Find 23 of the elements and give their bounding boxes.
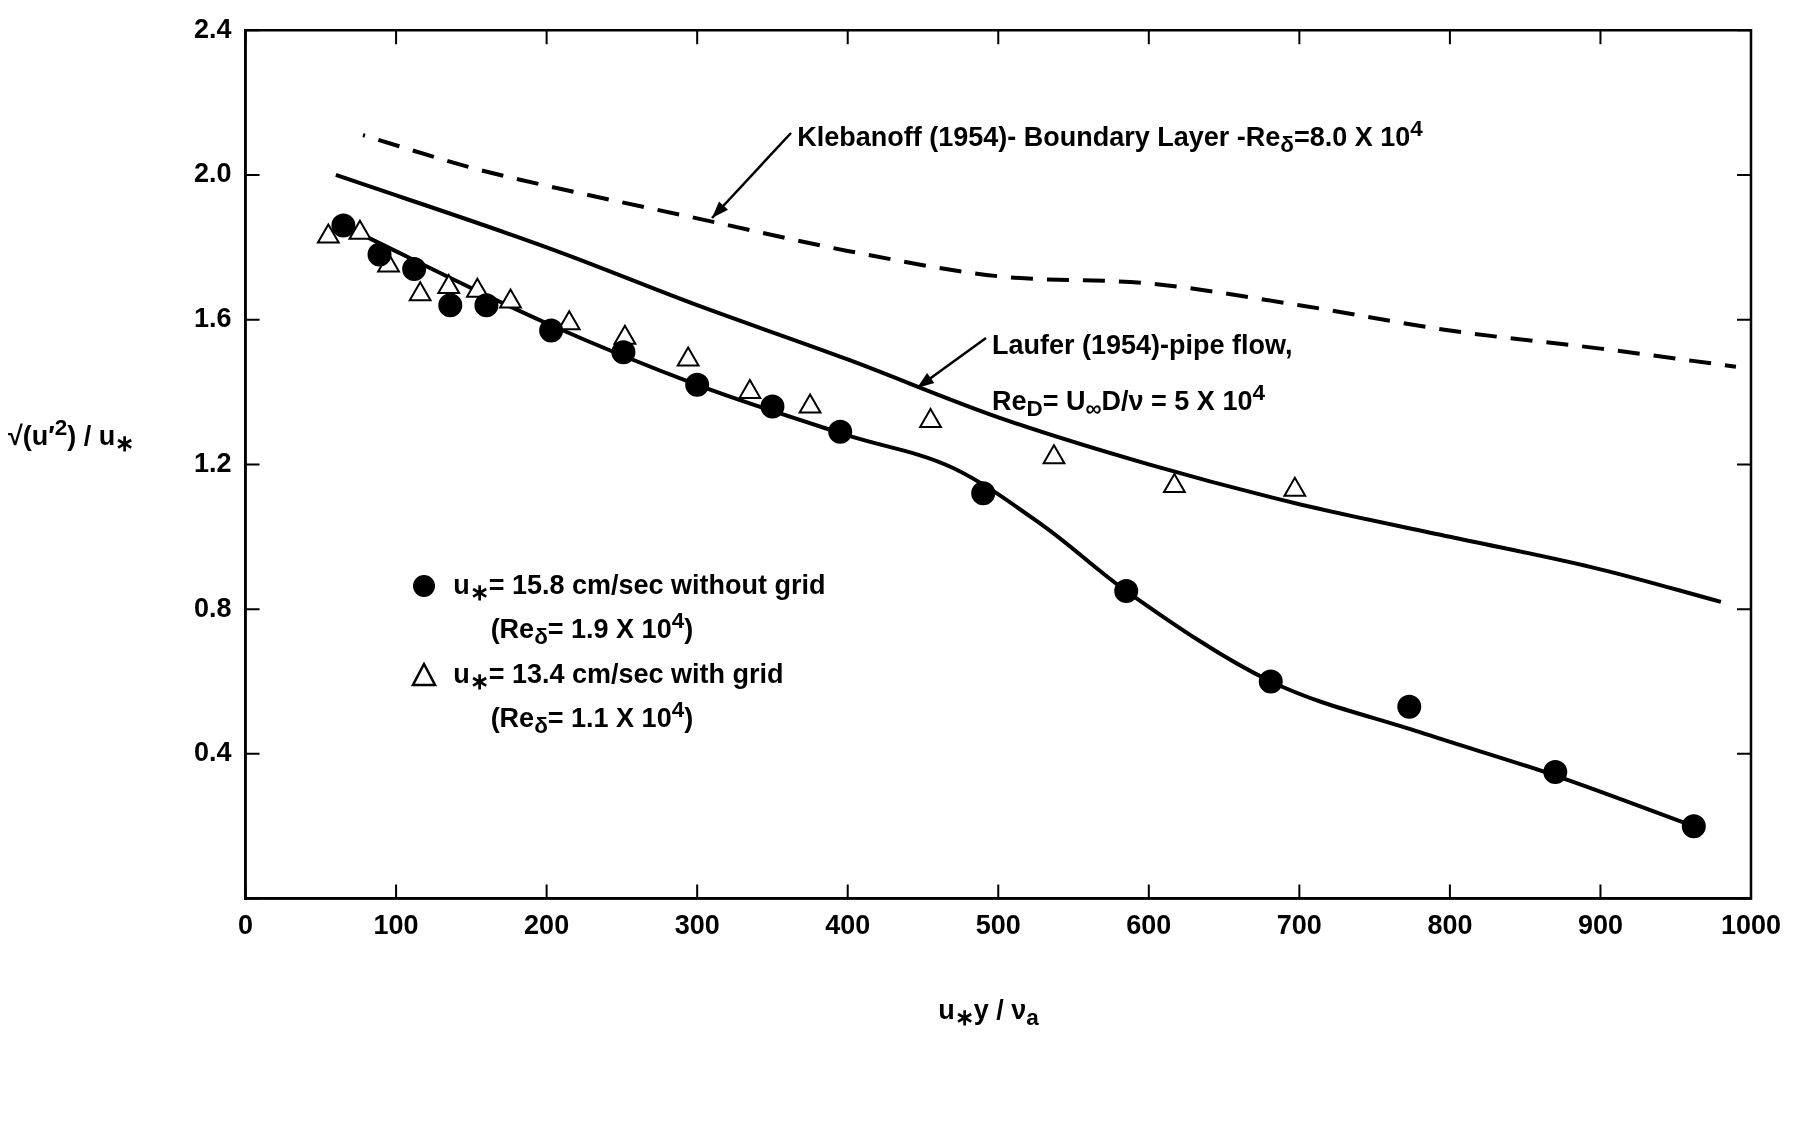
y-tick-label: 1.2 <box>193 447 232 478</box>
x-tick-label: 200 <box>524 910 570 941</box>
y-tick-label: 0.4 <box>193 737 232 768</box>
annotation: Laufer (1954)-pipe flow, Re$_{D}$= U$_{∞}$D/ν = 5 X 10$^{4}$ <box>991 329 1293 424</box>
x-tick-label: 100 <box>373 910 419 941</box>
x-tick-label: 700 <box>1276 910 1322 941</box>
x-tick-label: 600 <box>1126 910 1172 941</box>
x-axis-title: u$_{∗}$y / ν$_{a}$ <box>938 993 1039 1032</box>
x-tick-label: 0 <box>238 910 254 941</box>
y-tick-label: 2.0 <box>193 158 232 189</box>
x-tick-label: 300 <box>674 910 720 941</box>
annotation: Klebanoff (1954)- Boundary Layer -Re$_{δ}$=8.0 X 10$^{4}$ <box>797 115 1423 160</box>
x-tick-label: 1000 <box>1720 910 1782 941</box>
x-tick-label: 500 <box>975 910 1021 941</box>
x-tick-label: 800 <box>1427 910 1473 941</box>
y-tick-label: 2.4 <box>193 13 232 44</box>
x-tick-label: 400 <box>825 910 871 941</box>
legend-label: u$_{∗}$= 13.4 cm/sec with grid (Re$_{δ}$= 1.1 X 10$^{4}$) <box>453 657 784 741</box>
y-tick-label: 1.6 <box>193 303 232 334</box>
x-tick-label: 900 <box>1577 910 1623 941</box>
legend-label: u$_{∗}$= 15.8 cm/sec without grid (Re$_{δ}$= 1.9 X 10$^{4}$) <box>453 568 826 652</box>
y-axis-title: √(u′$^{2}$) / u$_{∗}$ <box>8 414 135 459</box>
y-tick-label: 0.8 <box>193 592 232 623</box>
